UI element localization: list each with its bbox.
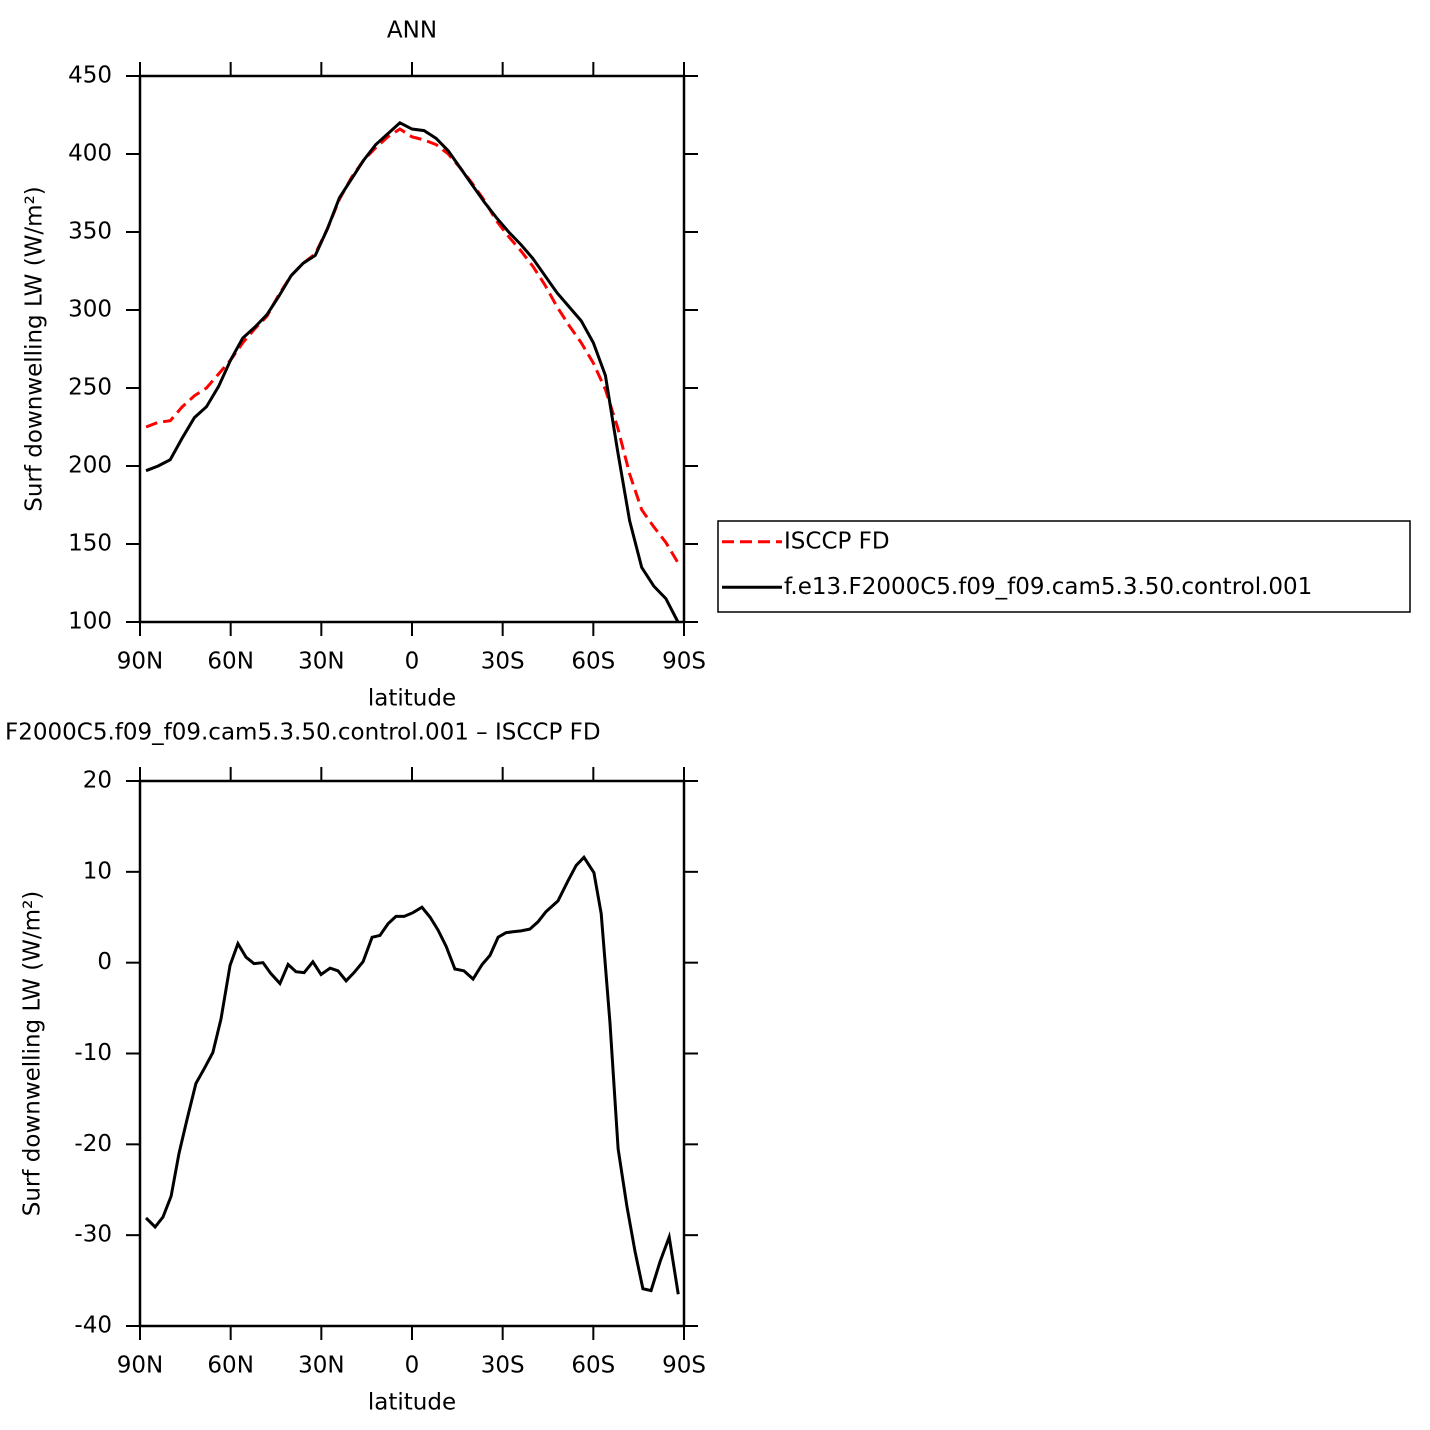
- x-tick-label: 90N: [117, 649, 163, 675]
- y-tick-label: 100: [68, 609, 112, 635]
- x-tick-label: 90S: [662, 1353, 706, 1379]
- y-tick-label: -40: [74, 1313, 112, 1339]
- x-tick-label: 90S: [662, 649, 706, 675]
- y-tick-label: 10: [83, 858, 112, 884]
- x-tick-label: 60N: [207, 1353, 253, 1379]
- x-tick-label: 0: [405, 649, 420, 675]
- plot-frame: [138, 779, 686, 1328]
- legend-label: f.e13.F2000C5.f09_f09.cam5.3.50.control.…: [784, 574, 1312, 600]
- y-tick-label: 150: [68, 531, 112, 557]
- x-tick-label: 60N: [207, 649, 253, 675]
- chart-title: F2000C5.f09_f09.cam5.3.50.control.001 – …: [5, 720, 601, 746]
- x-tick-label: 0: [405, 1353, 420, 1379]
- y-tick-label: -20: [74, 1131, 112, 1157]
- legend-box: [717, 520, 1411, 613]
- legend-label: ISCCP FD: [784, 528, 890, 554]
- y-tick-label: 200: [68, 453, 112, 479]
- chart-title: ANN: [387, 18, 437, 44]
- x-tick-label: 30S: [481, 649, 525, 675]
- y-axis-label: Surf downwelling LW (W/m²): [22, 186, 48, 512]
- data-line: [145, 127, 680, 564]
- y-tick-label: -30: [74, 1222, 112, 1248]
- x-tick-label: 30N: [298, 649, 344, 675]
- plot-frame: [138, 74, 686, 624]
- data-line: [144, 854, 680, 1295]
- y-tick-label: 350: [68, 219, 112, 245]
- x-tick-label: 90N: [117, 1353, 163, 1379]
- y-tick-label: 400: [68, 141, 112, 167]
- y-tick-label: -10: [74, 1040, 112, 1066]
- x-axis-label: latitude: [368, 1390, 456, 1416]
- y-axis-label: Surf downwelling LW (W/m²): [20, 891, 46, 1217]
- y-tick-label: 20: [83, 768, 112, 794]
- x-tick-label: 30S: [481, 1353, 525, 1379]
- x-tick-label: 30N: [298, 1353, 344, 1379]
- x-tick-label: 60S: [571, 1353, 615, 1379]
- data-line: [145, 120, 680, 623]
- y-tick-label: 250: [68, 375, 112, 401]
- y-tick-label: 450: [68, 63, 112, 89]
- x-axis-label: latitude: [368, 686, 456, 712]
- y-tick-label: 300: [68, 297, 112, 323]
- y-tick-label: 0: [97, 949, 112, 975]
- x-tick-label: 60S: [571, 649, 615, 675]
